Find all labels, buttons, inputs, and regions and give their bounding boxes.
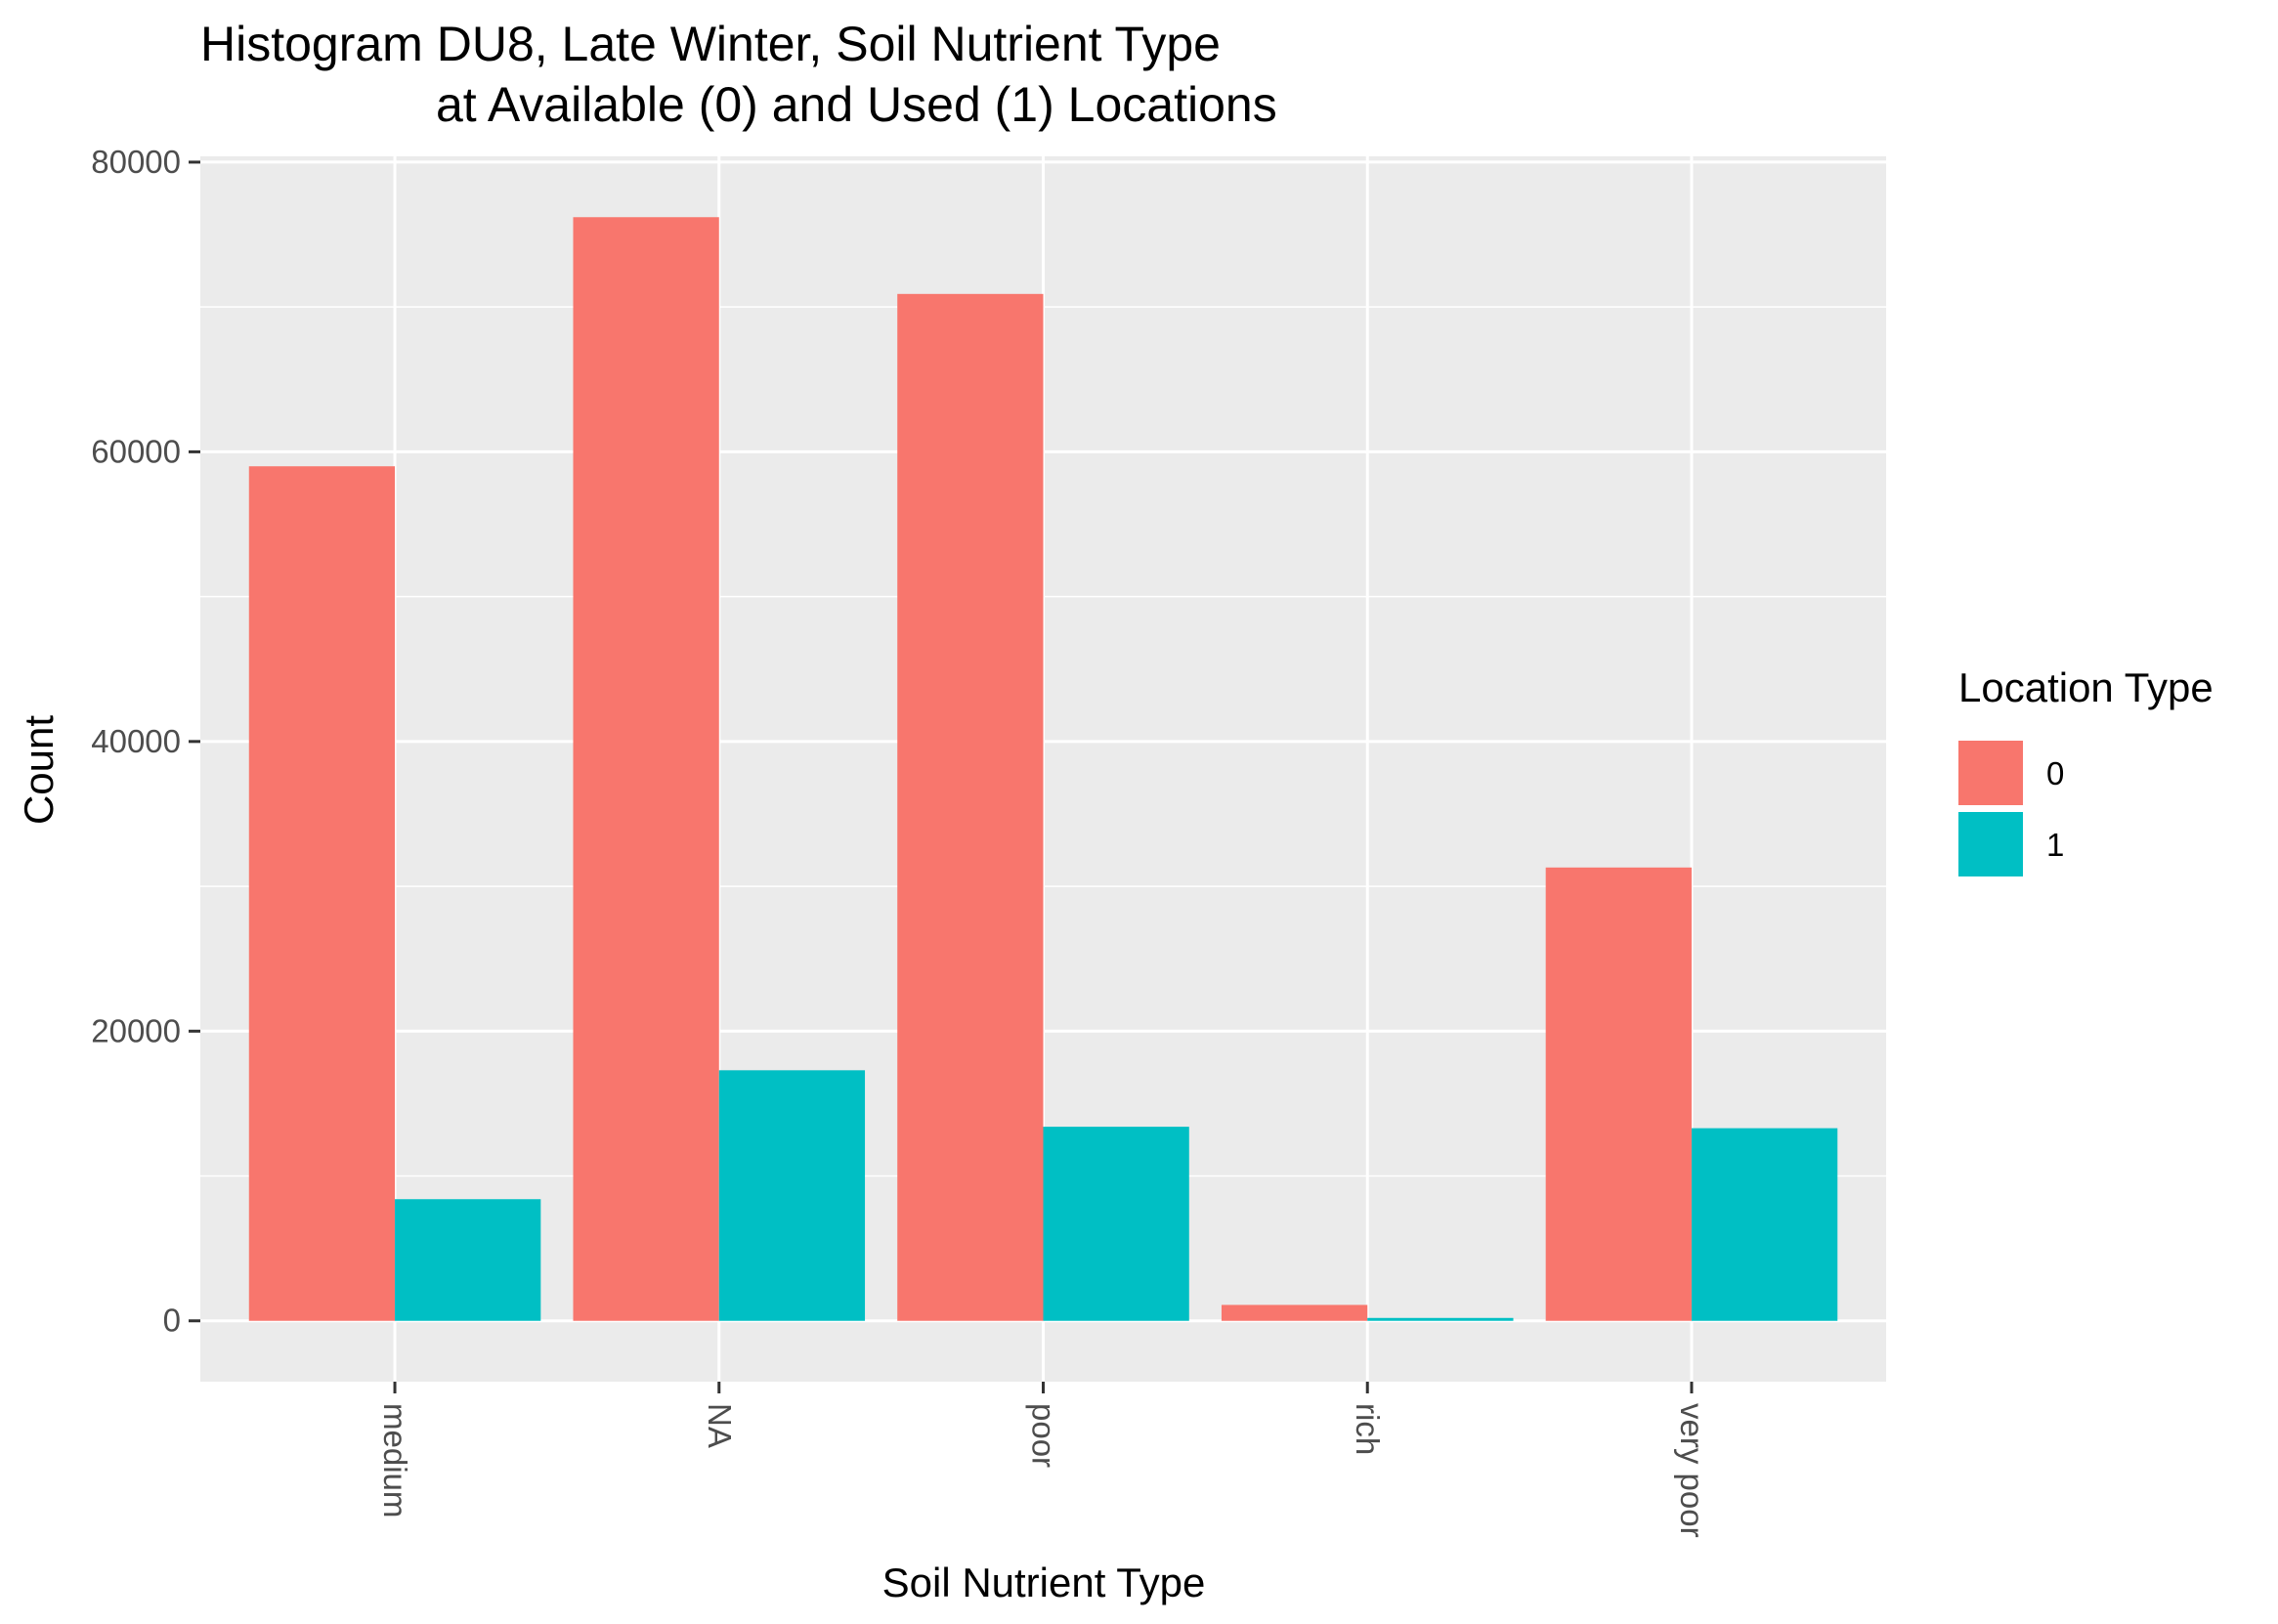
bars [248,217,1838,1321]
bar-poor-series-1 [1043,1127,1189,1321]
legend: Location Type 0 1 [1958,664,2214,876]
x-axis: medium NA poor rich very poor [377,1382,1710,1538]
x-axis-title: Soil Nutrient Type [882,1560,1206,1605]
bar-medium-series-0 [248,466,396,1321]
legend-label-series-1: 1 [2046,827,2064,863]
x-tick-label: rich [1350,1403,1386,1455]
legend-label-series-0: 0 [2046,755,2064,791]
x-tick-label: NA [702,1403,738,1448]
y-tick-label: 0 [163,1303,181,1339]
bar-na-series-0 [573,217,719,1321]
bar-rich-series-1 [1367,1317,1514,1321]
y-tick-label: 20000 [91,1012,181,1048]
bar-na-series-1 [718,1070,866,1321]
bar-very-poor-series-1 [1691,1128,1838,1321]
y-tick-label: 60000 [91,433,181,469]
x-tick-label: poor [1026,1403,1062,1468]
x-tick-label: medium [377,1403,413,1517]
y-axis-title: Count [16,715,62,825]
y-tick-label: 80000 [91,144,181,180]
bar-poor-series-0 [897,293,1044,1321]
legend-title: Location Type [1958,664,2214,710]
chart-title-line-1: Histogram DU8, Late Winter, Soil Nutrien… [200,17,1221,71]
bar-very-poor-series-0 [1545,867,1692,1321]
y-tick-label: 40000 [91,723,181,759]
chart-title-line-2: at Available (0) and Used (1) Locations [436,77,1277,132]
legend-key-series-0 [1958,741,2023,805]
legend-key-series-1 [1958,812,2023,876]
x-tick-label: very poor [1674,1403,1710,1538]
bar-medium-series-1 [395,1199,541,1321]
y-axis: 0 20000 40000 60000 80000 [91,144,200,1339]
bar-rich-series-0 [1221,1304,1368,1321]
